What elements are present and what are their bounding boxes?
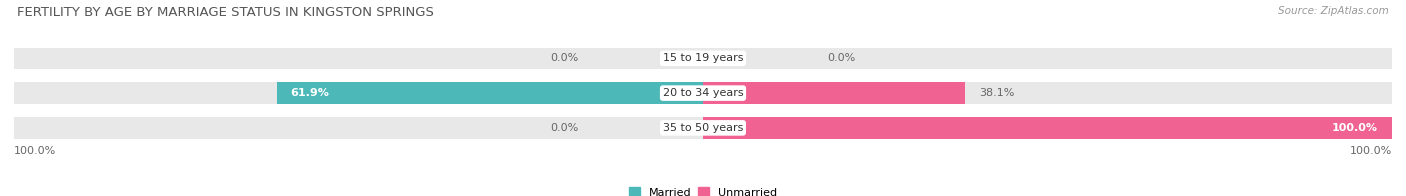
Text: 20 to 34 years: 20 to 34 years bbox=[662, 88, 744, 98]
Text: 35 to 50 years: 35 to 50 years bbox=[662, 123, 744, 133]
Text: 0.0%: 0.0% bbox=[551, 123, 579, 133]
Text: 0.0%: 0.0% bbox=[551, 53, 579, 63]
Text: 100.0%: 100.0% bbox=[14, 146, 56, 156]
Legend: Married, Unmarried: Married, Unmarried bbox=[628, 187, 778, 196]
Text: Source: ZipAtlas.com: Source: ZipAtlas.com bbox=[1278, 6, 1389, 16]
Bar bbox=[14, 82, 1392, 104]
Text: 15 to 19 years: 15 to 19 years bbox=[662, 53, 744, 63]
Bar bbox=[14, 48, 1392, 69]
Bar bbox=[703, 82, 966, 104]
Text: 100.0%: 100.0% bbox=[1350, 146, 1392, 156]
Text: 100.0%: 100.0% bbox=[1331, 123, 1378, 133]
Bar bbox=[14, 117, 1392, 139]
Bar bbox=[277, 82, 703, 104]
Bar bbox=[703, 117, 1392, 139]
Text: 38.1%: 38.1% bbox=[979, 88, 1015, 98]
Text: 0.0%: 0.0% bbox=[827, 53, 855, 63]
Text: 61.9%: 61.9% bbox=[290, 88, 329, 98]
Text: FERTILITY BY AGE BY MARRIAGE STATUS IN KINGSTON SPRINGS: FERTILITY BY AGE BY MARRIAGE STATUS IN K… bbox=[17, 6, 433, 19]
